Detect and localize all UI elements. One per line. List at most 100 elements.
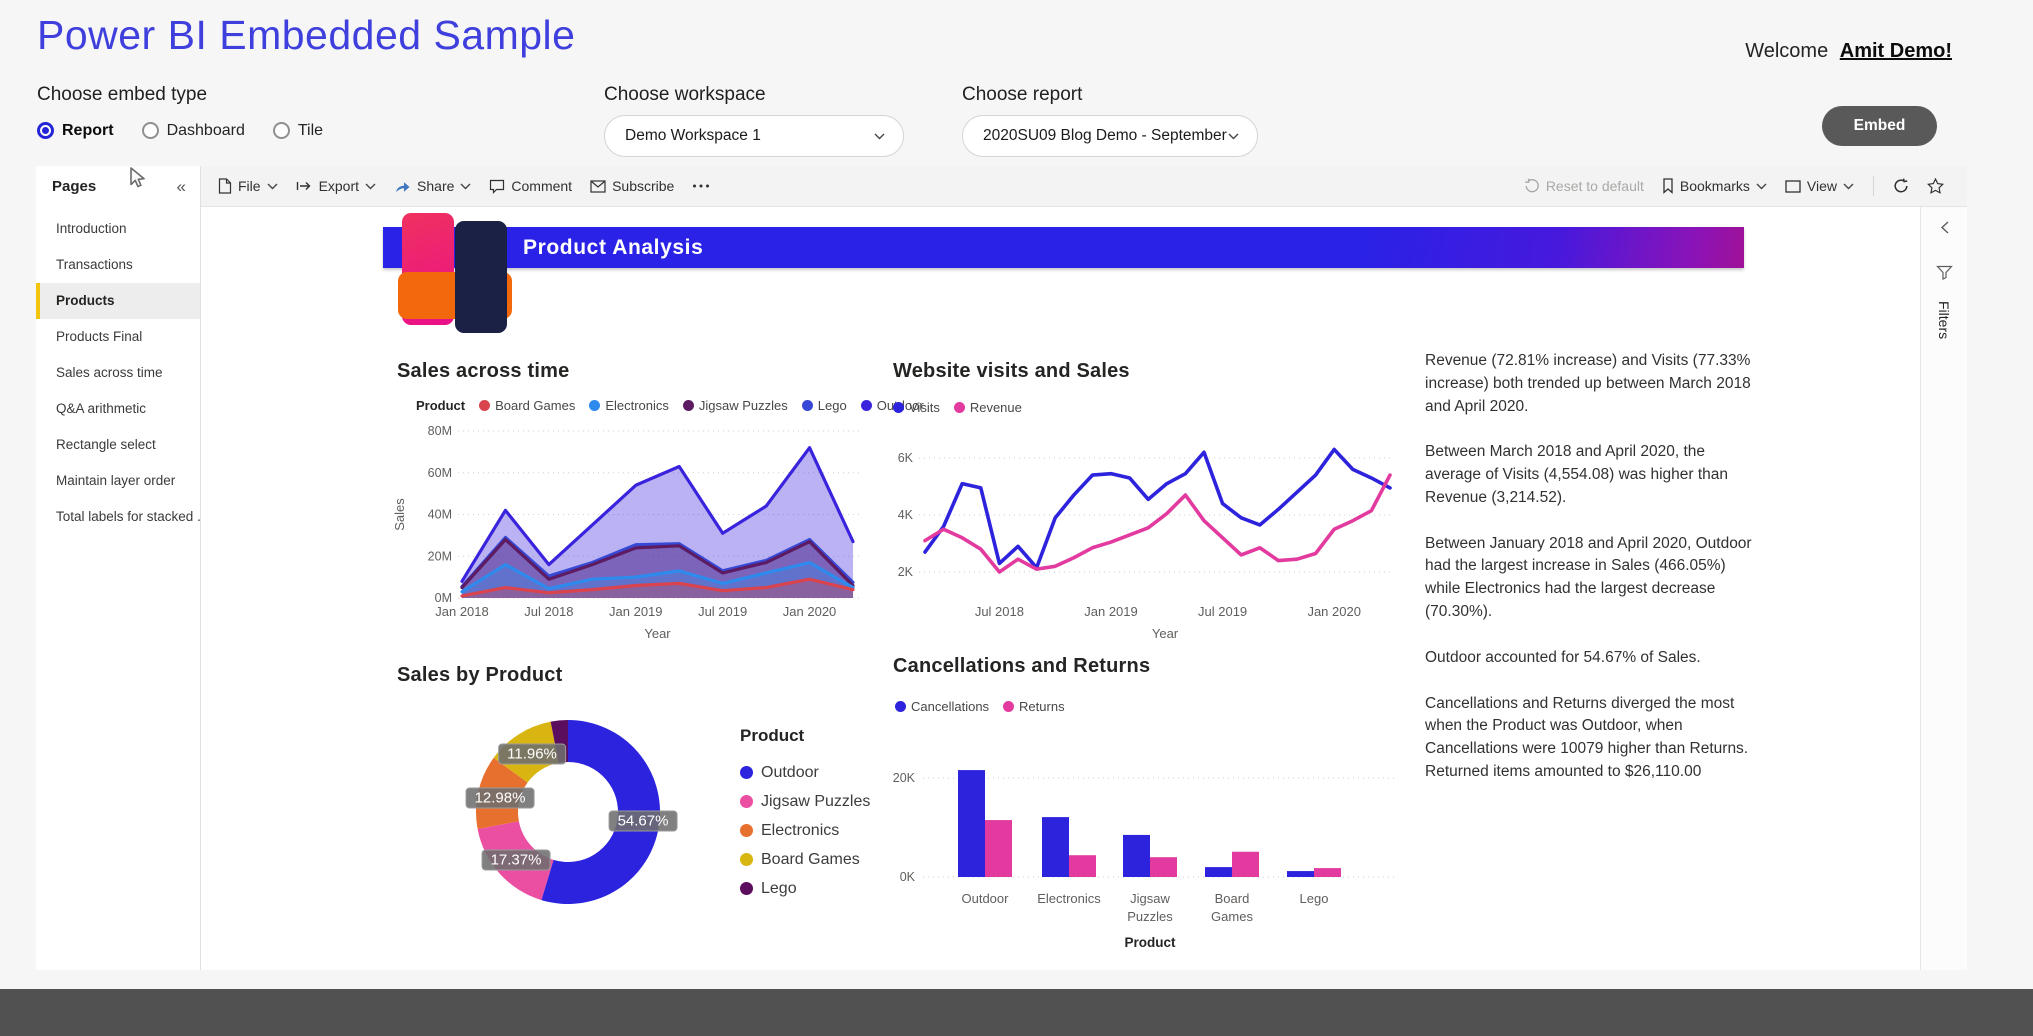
insight-paragraph: Outdoor accounted for 54.67% of Sales. xyxy=(1425,648,1701,666)
legend-dot xyxy=(801,400,813,411)
chevron-down-icon xyxy=(267,183,278,190)
svg-text:20M: 20M xyxy=(428,549,452,563)
legend-item-returns[interactable]: Returns xyxy=(1003,699,1065,714)
svg-text:4K: 4K xyxy=(898,508,914,522)
svg-text:20K: 20K xyxy=(893,771,916,785)
sidebar-item-maintain-layer-order[interactable]: Maintain layer order xyxy=(56,473,176,488)
legend-item-visits[interactable]: Visits xyxy=(893,400,940,415)
chart-sales-by-product[interactable]: Sales by Product 54.67% 17.37% 12.98% 11.96… xyxy=(390,650,960,970)
legend-title: Product xyxy=(416,398,466,413)
bar-cancellations-outdoor[interactable] xyxy=(958,770,985,877)
toolbar-item-label: Comment xyxy=(511,178,573,194)
donut-slice-outdoor[interactable] xyxy=(541,720,660,904)
bar-returns-lego[interactable] xyxy=(1314,868,1341,877)
svg-text:Year: Year xyxy=(1152,626,1179,641)
svg-text:0M: 0M xyxy=(435,591,452,605)
toolbar-separator xyxy=(1873,176,1874,196)
sidebar-item-q-a-arithmetic[interactable]: Q&A arithmetic xyxy=(56,401,147,416)
legend-item-jigsaw-puzzles[interactable]: Jigsaw Puzzles xyxy=(740,787,940,816)
report-label: Choose report xyxy=(962,84,1083,105)
legend-dot xyxy=(479,400,491,411)
legend-dot xyxy=(860,400,872,411)
embed-button[interactable]: Embed xyxy=(1822,106,1937,146)
legend-item-jigsaw-puzzles[interactable]: Jigsaw Puzzles xyxy=(682,398,788,413)
sidebar-item-products[interactable]: Products xyxy=(36,283,200,319)
filter-funnel-icon[interactable] xyxy=(1935,265,1953,285)
embed-type-radio-dashboard[interactable]: Dashboard xyxy=(141,122,245,139)
page-title: Power BI Embedded Sample xyxy=(37,12,576,58)
sidebar-item-total-labels-for-stacked[interactable]: Total labels for stacked ... xyxy=(56,509,200,524)
legend-item-electronics[interactable]: Electronics xyxy=(740,816,940,845)
toolbar-comment-button[interactable]: Comment xyxy=(480,166,581,206)
donut-data-label: 17.37% xyxy=(481,849,551,871)
star-icon xyxy=(1927,178,1944,194)
legend-item-outdoor[interactable]: Outdoor xyxy=(740,758,940,787)
pages-list: Introduction Transactions Products Products… xyxy=(36,211,200,535)
svg-text:Jan 2020: Jan 2020 xyxy=(1307,604,1361,619)
bar-returns-jigsaw-puzzles[interactable] xyxy=(1150,857,1177,877)
legend-item-cancellations[interactable]: Cancellations xyxy=(895,699,989,714)
bar-returns-board-games[interactable] xyxy=(1232,851,1259,877)
sidebar-item-introduction[interactable]: Introduction xyxy=(56,221,127,236)
pages-title: Pages xyxy=(52,178,97,195)
chart-legend: Visits Revenue xyxy=(893,400,1022,415)
embed-type-radio-report[interactable]: Report xyxy=(37,122,114,139)
legend-item-board-games[interactable]: Board Games xyxy=(740,845,940,874)
line-chart-canvas[interactable]: 6K 4K 2K Jul 2018 Jan 2019 Jul 2019 Jan 2020 Ye… xyxy=(885,420,1405,670)
sidebar-item-products-final[interactable]: Products Final xyxy=(56,329,143,344)
mouse-cursor-icon xyxy=(126,166,149,196)
legend-item-revenue[interactable]: Revenue xyxy=(953,400,1022,415)
legend-item-board-games[interactable]: Board Games xyxy=(479,398,575,413)
bar-returns-outdoor[interactable] xyxy=(985,820,1012,877)
bar-cancellations-jigsaw-puzzles[interactable] xyxy=(1123,834,1150,877)
pages-sidebar-header: Pages « xyxy=(36,166,200,203)
footer-bar xyxy=(0,989,2033,1036)
bar-cancellations-lego[interactable] xyxy=(1287,871,1314,877)
chart-sales-across-time[interactable]: Sales across time Product Board Games Elec… xyxy=(390,360,924,670)
toolbar-more-button[interactable] xyxy=(683,166,719,206)
svg-text:Jul 2018: Jul 2018 xyxy=(524,604,573,619)
bar-returns-electronics[interactable] xyxy=(1069,855,1096,877)
sidebar-item-transactions[interactable]: Transactions xyxy=(56,257,133,272)
donut-data-label: 54.67% xyxy=(608,810,678,832)
report-select[interactable]: 2020SU09 Blog Demo - September xyxy=(962,115,1258,157)
radio-label: Tile xyxy=(297,122,324,139)
toolbar-share-button[interactable]: Share xyxy=(385,166,480,206)
legend-dot xyxy=(740,795,753,808)
bar-cancellations-board-games[interactable] xyxy=(1205,867,1232,877)
toolbar-bookmarks-button[interactable]: Bookmarks xyxy=(1653,166,1776,206)
toolbar-reset-to-default-button[interactable]: Reset to default xyxy=(1515,166,1653,206)
insights-panel: Revenue (72.81% increase) and Visits (77… xyxy=(1425,350,1757,807)
legend-label: Cancellations xyxy=(911,699,990,714)
chevron-down-icon xyxy=(1843,183,1854,190)
chart-cancellations-returns[interactable]: Cancellations and Returns Cancellations R… xyxy=(885,655,1405,970)
sidebar-item-rectangle-select[interactable]: Rectangle select xyxy=(56,437,156,452)
legend-item-lego[interactable]: Lego xyxy=(801,398,847,413)
filters-label: Filters xyxy=(1936,301,1952,340)
toolbar-view-button[interactable]: View xyxy=(1776,166,1863,206)
legend-item-electronics[interactable]: Electronics xyxy=(589,398,669,413)
toolbar-file-button[interactable]: File xyxy=(209,166,287,206)
chevron-left-icon[interactable] xyxy=(1940,221,1949,239)
embed-type-radio-tile[interactable]: Tile xyxy=(272,122,324,139)
welcome-user-link[interactable]: Amit Demo! xyxy=(1839,40,1952,62)
legend-label: Lego xyxy=(761,879,797,897)
toolbar-star-button[interactable] xyxy=(1918,166,1953,206)
filters-rail: Filters xyxy=(1920,207,1967,970)
bar-chart-canvas[interactable]: 20K 0K Outdoor Electronics Jigsaw Puzzles Boar… xyxy=(885,725,1405,970)
toolbar-subscribe-button[interactable]: Subscribe xyxy=(581,166,683,206)
radio-icon xyxy=(272,122,290,139)
collapse-pages-icon[interactable]: « xyxy=(176,177,186,196)
workspace-select[interactable]: Demo Workspace 1 xyxy=(604,115,904,157)
chevron-down-icon xyxy=(874,127,885,145)
toolbar-refresh-button[interactable] xyxy=(1884,166,1918,206)
toolbar-export-button[interactable]: Export xyxy=(287,166,385,206)
chevron-down-icon xyxy=(365,183,376,190)
legend-label: Returns xyxy=(1019,699,1065,714)
legend-item-lego[interactable]: Lego xyxy=(740,874,940,903)
sidebar-item-sales-across-time[interactable]: Sales across time xyxy=(56,365,163,380)
chart-website-visits[interactable]: Website visits and Sales Visits Revenue 6… xyxy=(885,360,1405,670)
bar-cancellations-electronics[interactable] xyxy=(1042,817,1069,877)
report-toolbar: File Export Share Comment Subscribe Reset to… xyxy=(201,166,1967,207)
